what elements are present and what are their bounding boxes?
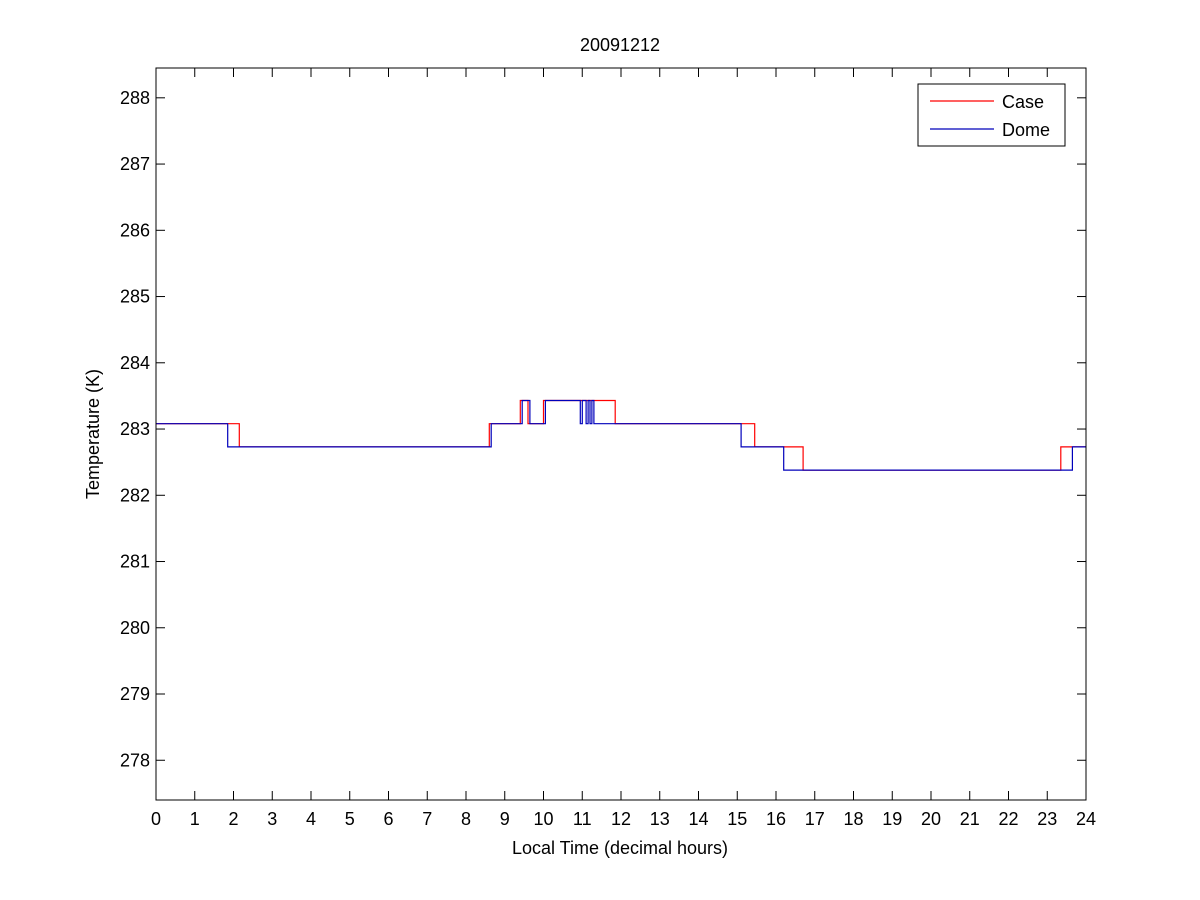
y-tick-label: 282 bbox=[120, 485, 150, 505]
x-tick-label: 17 bbox=[805, 809, 825, 829]
x-tick-label: 4 bbox=[306, 809, 316, 829]
y-axis-title: Temperature (K) bbox=[83, 369, 103, 499]
plot-frame bbox=[155, 67, 1087, 801]
series-line-dome bbox=[156, 399, 1086, 471]
x-tick-label: 20 bbox=[921, 809, 941, 829]
x-tick-label: 18 bbox=[843, 809, 863, 829]
y-tick-label: 284 bbox=[120, 353, 150, 373]
x-tick-label: 5 bbox=[345, 809, 355, 829]
y-tick-label: 283 bbox=[120, 419, 150, 439]
x-tick-label: 9 bbox=[500, 809, 510, 829]
chart-title: 20091212 bbox=[580, 35, 660, 55]
x-tick-label: 15 bbox=[727, 809, 747, 829]
x-tick-label: 14 bbox=[688, 809, 708, 829]
series-line-case bbox=[156, 399, 1086, 471]
x-tick-label: 8 bbox=[461, 809, 471, 829]
x-tick-label: 6 bbox=[383, 809, 393, 829]
x-tick-label: 24 bbox=[1076, 809, 1096, 829]
x-tick-label: 1 bbox=[190, 809, 200, 829]
x-tick-label: 21 bbox=[960, 809, 980, 829]
x-tick-label: 2 bbox=[228, 809, 238, 829]
x-tick-label: 10 bbox=[533, 809, 553, 829]
x-tick-label: 22 bbox=[998, 809, 1018, 829]
y-tick-label: 281 bbox=[120, 552, 150, 572]
legend-box bbox=[917, 83, 1066, 147]
x-tick-label: 12 bbox=[611, 809, 631, 829]
y-tick-label: 280 bbox=[120, 618, 150, 638]
y-tick-label: 285 bbox=[120, 287, 150, 307]
series-layer bbox=[156, 399, 1086, 471]
y-tick-label: 286 bbox=[120, 220, 150, 240]
y-tick-label: 287 bbox=[120, 154, 150, 174]
x-tick-label: 23 bbox=[1037, 809, 1057, 829]
x-tick-label: 0 bbox=[151, 809, 161, 829]
x-tick-label: 3 bbox=[267, 809, 277, 829]
x-tick-label: 7 bbox=[422, 809, 432, 829]
y-tick-label: 288 bbox=[120, 88, 150, 108]
x-tick-label: 11 bbox=[573, 809, 592, 829]
x-axis-title: Local Time (decimal hours) bbox=[512, 838, 728, 858]
y-tick-label: 278 bbox=[120, 750, 150, 770]
legend-label-case: Case bbox=[1002, 92, 1044, 112]
x-tick-label: 19 bbox=[882, 809, 902, 829]
ticks-layer: 0 1 2 3 4 5 6 7 8 9 10 11 12 13 14 15 16 17 18 19 20 21 22 23 24… bbox=[120, 68, 1096, 829]
legend: Case Dome bbox=[917, 83, 1066, 147]
legend-label-dome: Dome bbox=[1002, 120, 1050, 140]
x-tick-label: 16 bbox=[766, 809, 786, 829]
y-tick-label: 279 bbox=[120, 684, 150, 704]
x-tick-label: 13 bbox=[650, 809, 670, 829]
